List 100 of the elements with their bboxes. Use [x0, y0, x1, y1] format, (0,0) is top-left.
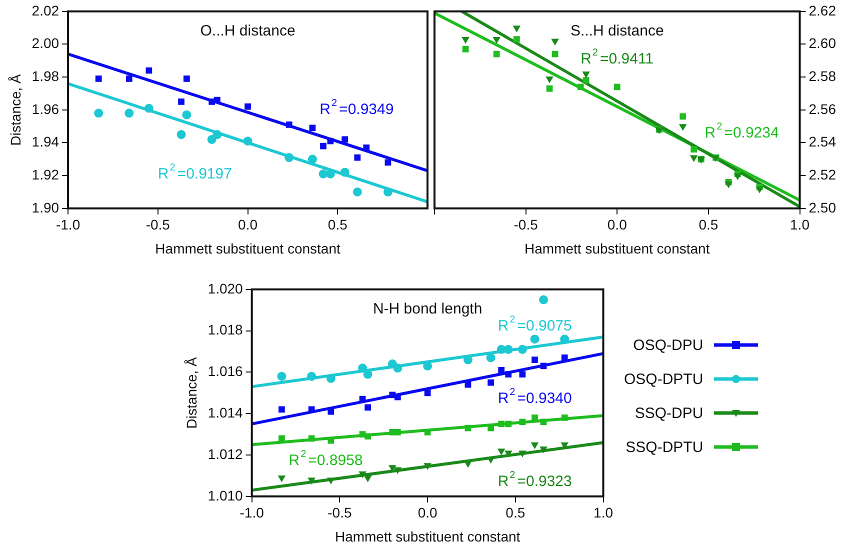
point	[532, 414, 538, 421]
point	[493, 50, 500, 58]
point	[690, 146, 698, 152]
point	[424, 390, 431, 396]
point	[183, 76, 190, 82]
point	[243, 136, 252, 146]
point	[464, 461, 472, 468]
x-tick-label: -0.5	[146, 216, 170, 233]
x-axis-title: Hammett substituent constant	[155, 240, 340, 256]
point	[546, 76, 554, 84]
x-tick-label: 1.0	[790, 216, 810, 233]
point	[364, 404, 371, 411]
y-tick-label: 1.92	[32, 166, 60, 182]
y-tick-label: 1.98	[32, 68, 60, 84]
point	[124, 108, 134, 118]
y2-tick-label: 2.54	[808, 134, 836, 150]
point	[146, 67, 152, 74]
point	[462, 46, 469, 52]
point	[182, 110, 192, 120]
point	[497, 448, 506, 456]
y-tick-label: 1.90	[32, 199, 60, 216]
legend-label: SSQ-DPU	[634, 404, 704, 422]
y2-tick-label: 2.58	[808, 68, 836, 84]
y-tick-label: 1.010	[208, 487, 244, 504]
x-tick-label: 0.0	[607, 216, 628, 233]
text: S...H distance	[570, 22, 664, 40]
point	[577, 84, 584, 90]
point	[354, 154, 361, 161]
point	[498, 366, 505, 374]
point	[551, 38, 559, 46]
point	[328, 408, 334, 415]
y2-tick-label: 2.56	[808, 100, 836, 117]
point	[512, 26, 521, 32]
point	[582, 77, 590, 84]
x-tick-label: 1.0	[594, 504, 614, 521]
point	[486, 353, 496, 362]
point	[539, 295, 548, 304]
point	[394, 467, 402, 474]
point	[424, 463, 432, 470]
point	[144, 104, 154, 113]
y-tick-label: 1.018	[208, 322, 244, 338]
point	[530, 442, 539, 450]
point	[734, 173, 742, 180]
x-tick-label: 0.5	[506, 504, 526, 521]
x-axis-title: Hammett substituent constant	[334, 528, 520, 544]
point	[358, 471, 366, 478]
point	[363, 144, 370, 151]
point	[488, 379, 494, 386]
legend-label: OSQ-DPU	[633, 336, 704, 354]
y2-tick-label: 2.50	[808, 199, 836, 216]
point	[582, 72, 590, 78]
text: N-H bond length	[372, 300, 482, 318]
point	[308, 154, 317, 164]
legend-label: SSQ-DPTU	[626, 438, 704, 456]
y-tick-label: 1.96	[32, 100, 60, 117]
point	[278, 476, 286, 482]
y2-tick-label: 2.62	[808, 2, 836, 18]
point	[532, 356, 538, 363]
point	[394, 394, 401, 400]
y2-tick-label: 2.52	[808, 166, 836, 182]
y-tick-label: 1.020	[208, 280, 244, 296]
point	[212, 130, 222, 140]
x-tick-label: -0.5	[328, 504, 352, 521]
point	[462, 37, 470, 44]
point	[286, 121, 292, 128]
point	[94, 108, 104, 118]
point	[504, 450, 512, 458]
point	[678, 124, 687, 131]
point	[308, 435, 315, 442]
x-tick-label: -1.0	[240, 504, 264, 521]
y-axis-title: Distance, Å	[183, 356, 200, 429]
point	[393, 364, 402, 373]
point	[519, 418, 526, 426]
point	[214, 96, 220, 104]
point	[358, 364, 368, 373]
point	[498, 420, 505, 428]
x-tick-label: 0.5	[328, 216, 348, 233]
point	[552, 50, 558, 58]
point	[383, 187, 392, 196]
point	[352, 187, 362, 196]
point	[492, 37, 500, 44]
x-tick-label: -1.0	[56, 216, 80, 233]
point	[320, 142, 326, 150]
y-tick-label: 1.012	[208, 446, 244, 462]
point	[327, 478, 335, 484]
y-tick-label: 2.02	[32, 2, 60, 18]
point	[464, 424, 472, 432]
point	[278, 435, 285, 442]
point	[561, 414, 568, 421]
point	[394, 429, 401, 436]
point	[505, 420, 512, 428]
y-tick-label: 2.00	[32, 35, 60, 52]
point	[207, 134, 216, 144]
point	[464, 381, 472, 388]
point	[505, 371, 512, 378]
point	[518, 344, 527, 354]
point	[680, 113, 686, 120]
point	[724, 182, 732, 188]
legend-label: OSQ-DPTU	[624, 370, 704, 388]
point	[504, 344, 513, 354]
